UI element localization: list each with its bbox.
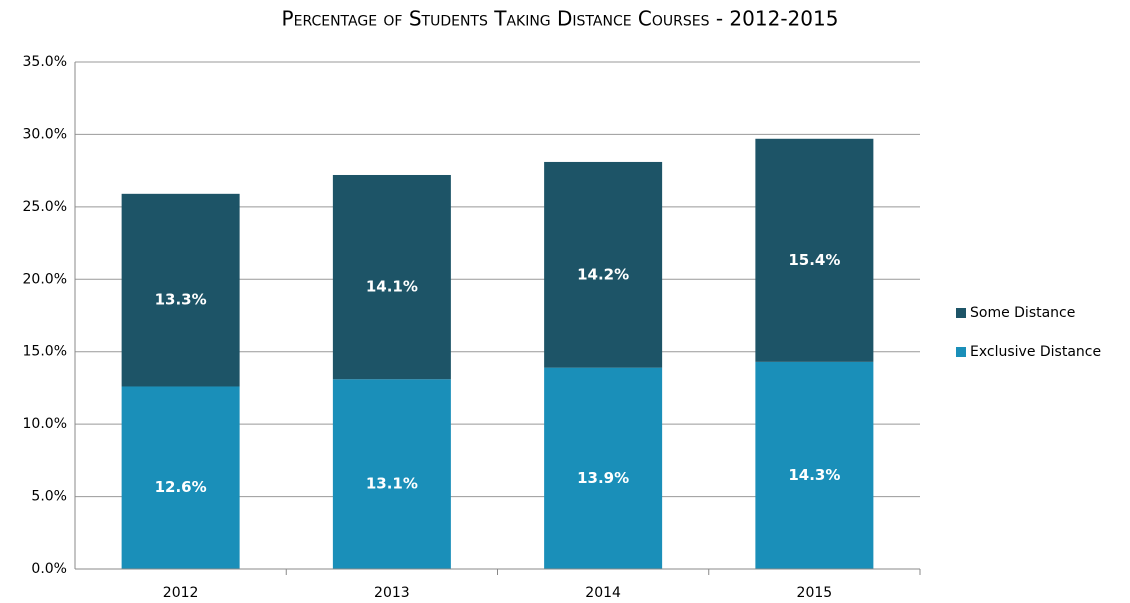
- y-tick-label: 30.0%: [23, 126, 67, 142]
- bar-segment: [121, 386, 240, 569]
- bar-segment: [544, 161, 663, 368]
- legend-label: Some Distance: [970, 305, 1075, 321]
- bar-segment: [755, 138, 874, 362]
- y-tick-label: 20.0%: [23, 271, 67, 287]
- chart-title: Percentage of Students Taking Distance C…: [282, 7, 839, 31]
- y-tick-label: 35.0%: [23, 54, 67, 70]
- legend-label: Exclusive Distance: [970, 344, 1101, 360]
- y-tick-label: 10.0%: [23, 416, 67, 432]
- bar-segment: [544, 367, 663, 569]
- bar-segment: [755, 361, 874, 569]
- value-label: 14.1%: [366, 278, 418, 296]
- value-label: 13.3%: [155, 291, 207, 309]
- x-tick-label: 2012: [163, 585, 199, 601]
- bar-segment: [332, 379, 451, 569]
- value-label: 13.9%: [577, 469, 629, 487]
- value-label: 14.2%: [577, 265, 629, 283]
- x-tick-label: 2014: [585, 585, 621, 601]
- value-label: 14.3%: [788, 466, 840, 484]
- x-tick-label: 2013: [374, 585, 410, 601]
- y-tick-label: 25.0%: [23, 199, 67, 215]
- bar-segment: [121, 193, 240, 387]
- x-tick-label: 2015: [797, 585, 833, 601]
- legend-swatch: [956, 347, 966, 357]
- bar-segment: [332, 174, 451, 380]
- value-label: 12.6%: [155, 478, 207, 496]
- legend-swatch: [956, 308, 966, 318]
- value-label: 15.4%: [788, 251, 840, 269]
- value-label: 13.1%: [366, 475, 418, 493]
- y-tick-label: 0.0%: [31, 561, 67, 577]
- y-tick-label: 5.0%: [31, 489, 67, 505]
- y-tick-label: 15.0%: [23, 344, 67, 360]
